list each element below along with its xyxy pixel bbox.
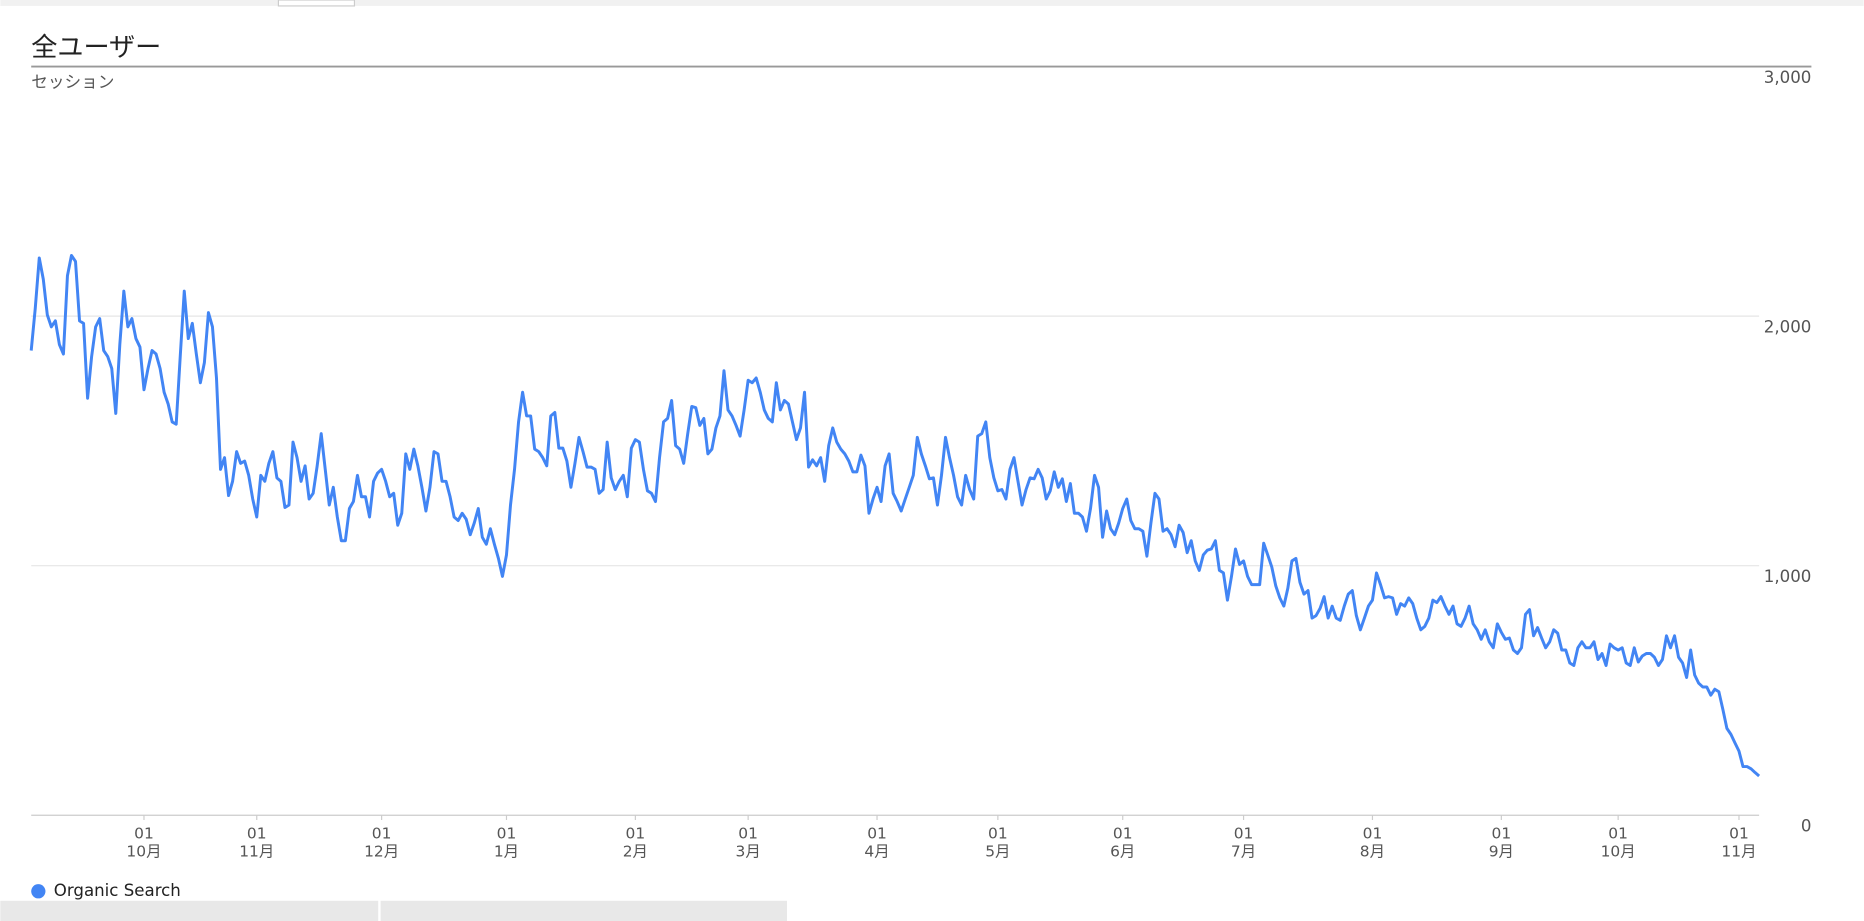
x-tick-label: 10月 — [1601, 843, 1636, 861]
x-tick-label: 01 — [1492, 825, 1512, 843]
x-tick-label: 01 — [1729, 825, 1749, 843]
top-strip — [0, 0, 1864, 6]
x-tick-label: 01 — [738, 825, 758, 843]
x-tick-label: 2月 — [623, 843, 648, 861]
y-tick-label: 2,000 — [1764, 317, 1812, 336]
x-tick-label: 5月 — [985, 843, 1010, 861]
legend-swatch — [31, 884, 46, 899]
x-tick-label: 01 — [1608, 825, 1628, 843]
x-tick-label: 6月 — [1110, 843, 1135, 861]
x-tick-label: 11月 — [1721, 843, 1756, 861]
series-line — [29, 253, 1761, 778]
x-tick-label: 7月 — [1231, 843, 1256, 861]
x-tick-label: 9月 — [1489, 843, 1514, 861]
x-tick-label: 10月 — [126, 843, 161, 861]
x-tick-label: 01 — [867, 825, 887, 843]
x-tick-label: 3月 — [736, 843, 761, 861]
x-tick-label: 01 — [1113, 825, 1133, 843]
y-tick-label: 0 — [1801, 817, 1812, 836]
y-tick-label: 1,000 — [1764, 567, 1812, 586]
x-tick-label: 4月 — [864, 843, 889, 861]
x-tick-label: 01 — [247, 825, 267, 843]
x-tick-label: 8月 — [1360, 843, 1385, 861]
chart-title: 全ユーザー — [31, 33, 161, 63]
y-tick-label: 3,000 — [1764, 68, 1812, 87]
x-tick-label: 01 — [988, 825, 1008, 843]
y-axis-label: セッション — [31, 73, 114, 92]
top-tab[interactable] — [277, 0, 356, 7]
x-tick-label: 11月 — [239, 843, 274, 861]
x-tick-label: 01 — [1234, 825, 1254, 843]
tab[interactable] — [380, 900, 788, 921]
x-tick-label: 01 — [372, 825, 392, 843]
x-tick-label: 01 — [497, 825, 517, 843]
tab[interactable] — [0, 900, 379, 921]
x-tick-label: 1月 — [494, 843, 519, 861]
legend-label: Organic Search — [54, 881, 181, 900]
x-tick-label: 01 — [134, 825, 154, 843]
x-tick-label: 01 — [1363, 825, 1383, 843]
x-tick-label: 12月 — [364, 843, 399, 861]
x-tick-label: 01 — [626, 825, 646, 843]
